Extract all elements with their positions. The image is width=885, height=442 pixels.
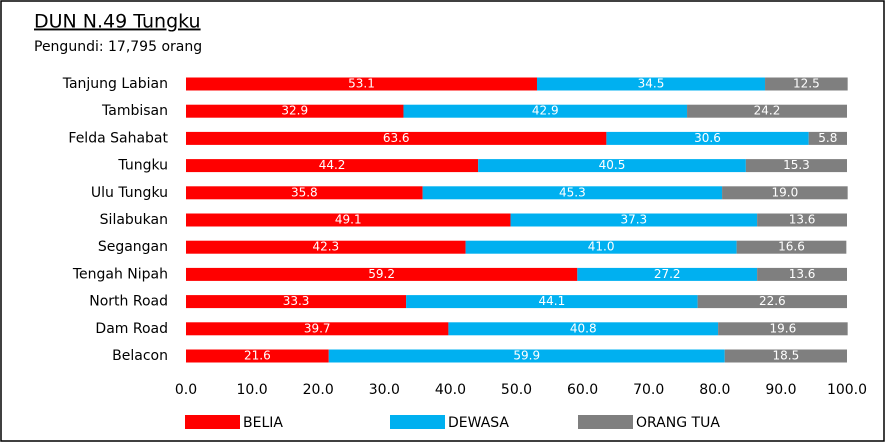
bar-segment (577, 267, 758, 281)
data-label: 13.6 (789, 267, 816, 281)
x-tick-label: 70.0 (633, 382, 664, 398)
bar-segment (808, 131, 847, 145)
legend-swatch (185, 415, 240, 429)
data-label: 19.0 (772, 185, 799, 199)
data-label: 19.6 (770, 321, 797, 335)
bar-segment (722, 186, 848, 200)
bar-segment (186, 186, 423, 200)
y-tick-label: Ulu Tungku (91, 185, 168, 201)
bar-segment (536, 77, 766, 91)
y-tick-label: North Road (89, 294, 168, 310)
data-label: 41.0 (588, 240, 615, 254)
legend-swatch (578, 415, 633, 429)
bar-segment (186, 213, 511, 227)
x-tick-label: 20.0 (303, 382, 334, 398)
legend-label: DEWASA (448, 415, 509, 431)
y-tick-label: Tengah Nipah (72, 266, 168, 282)
bar-segment (406, 295, 698, 309)
data-label: 44.2 (319, 158, 346, 172)
bar-segment (422, 186, 723, 200)
bar-segment (465, 240, 737, 254)
data-label: 13.6 (789, 213, 816, 227)
data-label: 27.2 (654, 267, 681, 281)
legend-label: BELIA (243, 415, 283, 431)
bar-segment (186, 322, 449, 336)
data-label: 44.1 (539, 294, 566, 308)
x-tick-label: 60.0 (567, 382, 598, 398)
bar-segment (757, 213, 847, 227)
data-label: 22.6 (759, 294, 786, 308)
y-tick-label: Silabukan (100, 212, 168, 228)
bar-segment (403, 104, 688, 118)
data-label: 30.6 (694, 131, 721, 145)
legend-swatch (390, 415, 445, 429)
data-label: 45.3 (559, 185, 586, 199)
data-label: 42.3 (312, 240, 339, 254)
bar-segment (448, 322, 719, 336)
data-label: 49.1 (335, 213, 362, 227)
y-tick-label: Tungku (117, 158, 168, 174)
data-label: 35.8 (291, 185, 318, 199)
bar-segment (687, 104, 847, 118)
legend-label: ORANG TUA (636, 415, 720, 431)
data-label: 40.5 (599, 158, 626, 172)
data-label: 39.7 (304, 321, 331, 335)
data-label: 5.8 (818, 131, 837, 145)
bar-segment (736, 240, 847, 254)
chart-subtitle: Pengundi: 17,795 orang (34, 39, 202, 55)
y-tick-label: Segangan (98, 239, 168, 255)
data-label: 33.3 (283, 294, 310, 308)
bar-segment (186, 267, 578, 281)
y-tick-label: Tambisan (101, 103, 168, 119)
x-tick-label: 100.0 (827, 382, 867, 398)
data-label: 32.9 (281, 104, 308, 118)
bar-segment (478, 159, 746, 173)
bar-segment (186, 104, 404, 118)
chart-title: DUN N.49 Tungku (34, 11, 201, 33)
bar-segment (186, 295, 407, 309)
data-label: 53.1 (348, 77, 375, 91)
bar-segment (328, 349, 725, 363)
bar-segment (510, 213, 758, 227)
bar-segment (765, 77, 848, 91)
bar-segment (186, 159, 479, 173)
bar-segment (186, 131, 607, 145)
bar-segment (718, 322, 848, 336)
x-tick-label: 30.0 (369, 382, 400, 398)
data-label: 21.6 (244, 349, 271, 363)
data-label: 15.3 (783, 158, 810, 172)
x-tick-label: 80.0 (699, 382, 730, 398)
bar-segment (757, 267, 847, 281)
y-tick-label: Belacon (112, 348, 168, 364)
data-label: 37.3 (620, 213, 647, 227)
bar-segment (186, 77, 537, 91)
data-label: 24.2 (754, 104, 781, 118)
data-label: 16.6 (778, 240, 805, 254)
data-label: 40.8 (570, 321, 597, 335)
x-tick-label: 40.0 (435, 382, 466, 398)
bar-segment (186, 240, 466, 254)
x-tick-label: 10.0 (237, 382, 268, 398)
data-label: 59.2 (368, 267, 395, 281)
data-label: 34.5 (638, 77, 665, 91)
data-label: 59.9 (513, 349, 540, 363)
x-tick-label: 50.0 (501, 382, 532, 398)
y-tick-label: Dam Road (95, 321, 168, 337)
bar-segment (606, 131, 809, 145)
data-label: 12.5 (793, 77, 820, 91)
bar-segment (724, 349, 847, 363)
y-tick-label: Tanjung Labian (62, 76, 168, 92)
y-tick-label: Felda Sahabat (68, 130, 168, 146)
x-tick-label: 90.0 (765, 382, 796, 398)
data-label: 42.9 (532, 104, 559, 118)
bar-segment (745, 159, 847, 173)
bar-segment (697, 295, 847, 309)
data-label: 63.6 (383, 131, 410, 145)
data-label: 18.5 (772, 349, 799, 363)
bar-segment (186, 349, 329, 363)
x-tick-label: 0.0 (175, 382, 197, 398)
